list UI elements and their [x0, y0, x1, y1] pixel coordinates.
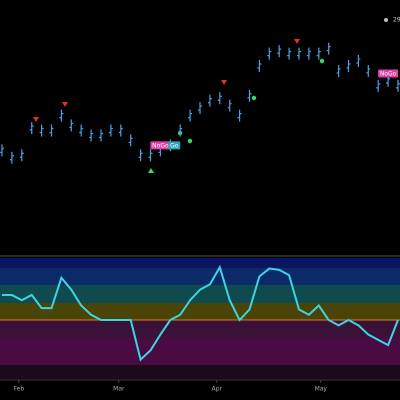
signal-markers: [33, 39, 325, 173]
price-bar: [306, 47, 311, 60]
marker: [294, 39, 300, 44]
price-bar: [69, 119, 74, 132]
price-bar: [108, 124, 113, 137]
price-bar: [198, 102, 202, 115]
marker: [187, 138, 193, 144]
band: [0, 303, 400, 320]
x-tick-label: May: [315, 386, 328, 393]
signal-label: NoGo: [380, 70, 397, 77]
marker: [251, 95, 257, 101]
signal-label-box: [150, 141, 171, 150]
price-bar: [356, 55, 361, 68]
price-bar: [99, 129, 103, 142]
price-bar: [336, 64, 341, 77]
signal-label: NoGo: [152, 142, 169, 149]
price-bar: [49, 124, 54, 137]
price-bar: [227, 99, 232, 112]
oscillator-bands: [0, 258, 400, 380]
x-tick-label: Feb: [14, 386, 25, 393]
band: [0, 258, 400, 268]
price-bar: [178, 124, 183, 137]
price-bar: [138, 149, 143, 162]
price-bar: [247, 89, 252, 102]
band: [0, 268, 400, 285]
price-bar: [366, 64, 371, 77]
price-bar: [128, 134, 133, 147]
marker: [221, 80, 227, 85]
price-bar: [376, 79, 381, 92]
band: [0, 285, 400, 303]
marker: [62, 102, 68, 107]
price-bar: [217, 92, 222, 105]
price-bar: [297, 47, 301, 60]
signal-label: Go: [170, 142, 179, 149]
price-bar: [257, 60, 262, 72]
band: [0, 320, 400, 338]
x-tick-label: Apr: [212, 386, 223, 393]
signal-label-box: [378, 69, 399, 78]
price-bar: [267, 47, 272, 60]
price-bar: [0, 144, 4, 157]
marker: [33, 117, 39, 122]
marker: [148, 168, 154, 173]
marker: [319, 58, 325, 64]
price-bar: [326, 42, 331, 55]
price-bar: [207, 94, 212, 107]
price-bar: [346, 60, 351, 72]
corner-text: 29: [393, 17, 400, 24]
band: [0, 365, 400, 380]
price-bar: [148, 149, 153, 162]
price-bar: [19, 149, 24, 162]
price-bar: [118, 124, 123, 137]
price-bar: [29, 122, 34, 134]
oscillator-line: [2, 264, 399, 362]
price-bar: [39, 124, 44, 137]
price-bar: [237, 109, 242, 122]
price-bar: [79, 124, 84, 137]
price-bar: [277, 45, 282, 58]
price-bar: [316, 47, 321, 60]
price-bar: [59, 109, 64, 122]
price-bar: [89, 129, 94, 142]
band: [0, 338, 400, 365]
signal-label-box: [168, 141, 181, 150]
price-bar: [188, 109, 193, 122]
icon: [384, 18, 388, 22]
price-bar: [9, 151, 14, 164]
x-tick-label: Mar: [113, 386, 125, 393]
price-bar: [287, 47, 292, 60]
